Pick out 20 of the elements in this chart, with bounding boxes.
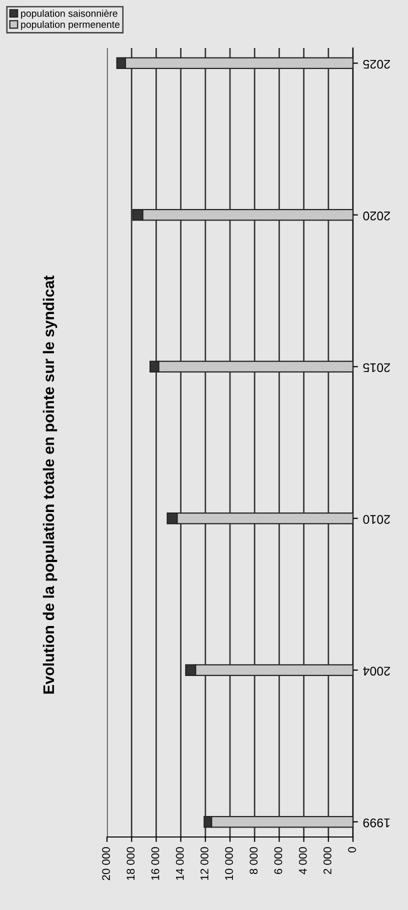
x-tick-label: 10 000 — [225, 847, 233, 880]
x-tick-label: 8 000 — [250, 847, 258, 874]
y-tick-label: 2025 — [363, 60, 390, 69]
y-tick-label: 2010 — [363, 515, 390, 524]
x-tick-label: 14 000 — [176, 847, 184, 880]
x-tick-label: 20 000 — [102, 847, 110, 880]
x-tick-label: 4 000 — [298, 847, 307, 874]
x-tick-label: 18 000 — [126, 847, 135, 880]
legend-label: population saisonnière — [21, 10, 118, 19]
y-tick-label: 2015 — [363, 363, 390, 372]
y-tick-label: 2020 — [363, 212, 390, 220]
x-tick-label: 2 000 — [324, 847, 332, 874]
y-tick-label: 1999 — [363, 818, 390, 828]
x-tick-label: 16 000 — [151, 847, 160, 880]
y-tick-label: 2004 — [363, 666, 390, 676]
x-tick-label: 0 — [348, 847, 356, 852]
legend-label: population permenente — [21, 20, 120, 30]
text: Evolution de la population totale en pointe sur le syndicat — [42, 276, 58, 694]
x-tick-label: 6 000 — [274, 847, 282, 874]
x-tick-label: 12 000 — [200, 847, 208, 880]
